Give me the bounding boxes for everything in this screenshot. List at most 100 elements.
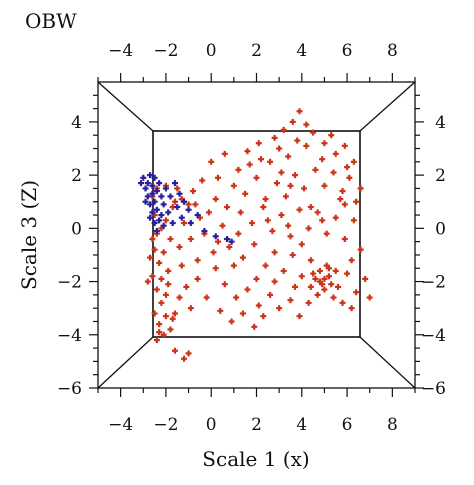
- data-point-series-1: [138, 180, 145, 187]
- data-point-series-0: [230, 262, 237, 269]
- data-point-series-0: [203, 294, 210, 301]
- data-point-series-0: [171, 198, 178, 205]
- data-point-series-0: [296, 206, 303, 213]
- data-point-series-0: [187, 235, 194, 242]
- data-point-series-1: [160, 222, 167, 229]
- data-point-series-0: [239, 254, 246, 261]
- data-point-series-0: [181, 355, 188, 362]
- data-point-series-0: [319, 156, 326, 163]
- data-point-series-0: [221, 150, 228, 157]
- data-point-series-0: [314, 209, 321, 216]
- data-point-series-0: [169, 315, 176, 322]
- data-point-series-0: [221, 281, 228, 288]
- data-point-series-0: [149, 273, 156, 280]
- y-tick-label-left: −2: [57, 273, 82, 293]
- data-point-series-1: [178, 214, 185, 221]
- y-tick-label-right: 0: [435, 219, 446, 239]
- data-point-series-1: [149, 209, 156, 216]
- y-tick-label-right: 2: [435, 166, 446, 186]
- y-tick-label-left: −4: [57, 326, 82, 346]
- x-tick-label-top: 0: [206, 41, 217, 61]
- data-point-series-0: [228, 318, 235, 325]
- data-point-series-1: [194, 212, 201, 219]
- data-point-series-0: [156, 259, 163, 266]
- data-point-series-0: [350, 158, 357, 165]
- data-point-series-0: [332, 150, 339, 157]
- data-point-series-0: [310, 270, 317, 277]
- data-point-series-0: [287, 182, 294, 189]
- data-point-series-0: [267, 158, 274, 165]
- data-point-series-0: [291, 172, 298, 179]
- data-point-series-0: [144, 278, 151, 285]
- box-edge-bl: [97, 336, 154, 389]
- data-point-series-0: [303, 121, 310, 128]
- data-point-series-0: [178, 262, 185, 269]
- data-point-series-0: [314, 291, 321, 298]
- data-point-series-0: [285, 153, 292, 160]
- data-point-series-0: [325, 273, 332, 280]
- y-tick-label-right: −2: [421, 273, 446, 293]
- data-point-series-1: [169, 220, 176, 227]
- data-point-series-1: [158, 212, 165, 219]
- data-point-series-1: [151, 198, 158, 205]
- data-point-series-0: [307, 283, 314, 290]
- data-point-series-0: [176, 294, 183, 301]
- data-point-series-0: [160, 249, 167, 256]
- data-point-series-0: [350, 217, 357, 224]
- data-point-series-0: [312, 275, 319, 282]
- data-point-series-1: [185, 206, 192, 213]
- data-point-series-0: [341, 201, 348, 208]
- data-point-series-0: [296, 313, 303, 320]
- x-axis-label: Scale 1 (x): [202, 447, 309, 471]
- data-point-series-1: [156, 217, 163, 224]
- data-point-series-0: [230, 182, 237, 189]
- data-point-series-1: [149, 190, 156, 197]
- data-point-series-0: [337, 196, 344, 203]
- data-point-series-0: [341, 142, 348, 149]
- data-point-series-1: [151, 220, 158, 227]
- y-tick-label-left: 0: [71, 219, 82, 239]
- data-point-series-0: [339, 188, 346, 195]
- data-point-series-0: [244, 148, 251, 155]
- data-point-series-0: [167, 326, 174, 333]
- x-tick-label-bottom: −4: [108, 415, 133, 435]
- data-point-series-0: [357, 185, 364, 192]
- data-point-series-0: [251, 241, 258, 248]
- data-points: [138, 108, 373, 362]
- data-point-series-0: [312, 166, 319, 173]
- data-point-series-0: [190, 188, 197, 195]
- box-edge-br: [359, 336, 416, 389]
- data-point-series-0: [280, 126, 287, 133]
- data-point-series-1: [144, 193, 151, 200]
- data-point-series-0: [258, 156, 265, 163]
- data-point-series-0: [153, 286, 160, 293]
- data-point-series-0: [321, 275, 328, 282]
- data-point-series-0: [321, 140, 328, 147]
- data-point-series-0: [165, 281, 172, 288]
- data-point-series-0: [162, 217, 169, 224]
- box-edge-tl: [97, 81, 154, 132]
- data-point-series-0: [301, 185, 308, 192]
- data-point-series-0: [278, 169, 285, 176]
- data-point-series-0: [212, 196, 219, 203]
- data-point-series-0: [341, 235, 348, 242]
- data-point-series-1: [174, 204, 181, 211]
- data-point-series-0: [330, 169, 337, 176]
- data-point-series-0: [219, 222, 226, 229]
- data-point-series-0: [167, 235, 174, 242]
- data-point-series-0: [153, 337, 160, 344]
- data-point-series-1: [147, 214, 154, 221]
- data-point-series-0: [276, 145, 283, 152]
- data-point-series-0: [212, 265, 219, 272]
- data-point-series-0: [328, 281, 335, 288]
- data-point-series-0: [323, 230, 330, 237]
- x-tick-label-bottom: −2: [153, 415, 178, 435]
- data-point-series-0: [248, 220, 255, 227]
- data-point-series-0: [278, 212, 285, 219]
- data-point-series-0: [217, 307, 224, 314]
- chart-title: OBW: [25, 9, 77, 33]
- inner-frame: [152, 130, 361, 338]
- data-point-series-0: [242, 190, 249, 197]
- data-point-series-0: [251, 323, 258, 330]
- data-point-series-0: [339, 299, 346, 306]
